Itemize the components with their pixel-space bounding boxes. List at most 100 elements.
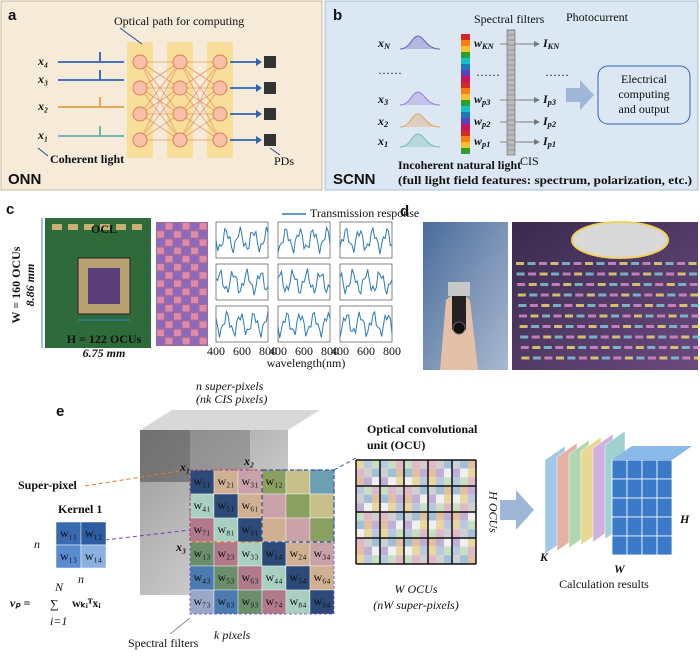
- ocu-cell: [388, 538, 396, 547]
- filter-cell: [237, 517, 263, 543]
- wafer-die: [575, 304, 584, 307]
- zoom-cell: [199, 255, 207, 263]
- line: [139, 61, 181, 115]
- x-tick-label: 400: [331, 344, 349, 358]
- wafer-die: [531, 325, 540, 328]
- transmission-curve: [339, 310, 393, 338]
- camera-module: [448, 282, 470, 296]
- filter-cell: [285, 589, 311, 615]
- input-label: x1: [377, 134, 388, 149]
- ocu-cell: [436, 494, 444, 504]
- detector-label: PDs: [274, 154, 294, 168]
- arrow: [500, 490, 534, 530]
- arrow-head: [256, 84, 262, 92]
- zoom-cell: [165, 321, 173, 328]
- ocu-cell: [460, 503, 468, 512]
- photodetector: [264, 134, 276, 146]
- ocu-cell: [388, 529, 396, 538]
- neuron: [132, 106, 148, 122]
- wafer-die: [577, 335, 586, 339]
- wafer-die: [690, 293, 699, 297]
- ocu-cell: [396, 494, 404, 504]
- input-label: x₁: [179, 460, 190, 474]
- result-cell: [656, 535, 673, 556]
- symbol: w: [474, 114, 483, 128]
- filter-cell: [285, 541, 311, 567]
- ocu-cell: [460, 477, 468, 486]
- ocu-cell: [452, 512, 460, 521]
- ocu-cell: [468, 529, 476, 538]
- zoom-cell: [174, 255, 181, 263]
- ocu-cell: [364, 460, 372, 469]
- wafer-die: [590, 356, 599, 360]
- zoom-cell: [165, 288, 173, 296]
- ocu-cell: [356, 529, 364, 538]
- zoom-cell: [165, 305, 173, 312]
- arrow-head: [256, 110, 262, 118]
- zoom-cell: [174, 321, 181, 328]
- wafer-die: [551, 283, 560, 286]
- wafer-die: [646, 325, 655, 328]
- wafer-die: [555, 346, 564, 349]
- microscope-lens: [571, 221, 669, 259]
- zoom-cell: [191, 305, 198, 312]
- ocu-cell: [468, 460, 476, 469]
- ocu-cell: [452, 529, 460, 538]
- ocu-cell: [420, 512, 428, 521]
- ocu-cell: [428, 460, 436, 469]
- ocu-cell: [460, 529, 468, 538]
- result-cell: [626, 535, 643, 556]
- plot-frame: [215, 263, 269, 301]
- symbol: I: [542, 36, 549, 50]
- zoom-cell: [199, 305, 207, 312]
- ocu-cell: [452, 468, 460, 478]
- ocu-cell: [412, 555, 420, 564]
- caption: (nk CIS pixels): [196, 392, 267, 406]
- legend-label: Transmission response: [310, 206, 419, 220]
- zoom-cell: [191, 239, 198, 246]
- kernel-size: n: [34, 537, 40, 551]
- zoom-cell: [191, 272, 198, 279]
- ocu-cell: [468, 486, 476, 495]
- ocu-cell: [452, 486, 460, 495]
- zoom-cell: [191, 313, 198, 320]
- dimension-label: K: [539, 550, 549, 564]
- result-cell: [641, 459, 658, 480]
- panel-label: a: [8, 7, 17, 24]
- ocu-cell: [372, 460, 380, 469]
- wafer-die: [679, 304, 688, 307]
- filter-weight: w₂₄: [289, 546, 306, 560]
- wafer-die: [658, 335, 667, 339]
- wafer-die: [589, 346, 598, 349]
- x-axis-label: wavelength(nm): [267, 356, 346, 370]
- ocu-cell: [452, 477, 460, 486]
- wafer-die: [562, 262, 570, 265]
- current-label: Ip1: [542, 134, 556, 149]
- ocu-cell: [396, 529, 404, 538]
- filter-cell: [461, 82, 470, 88]
- symbol: x: [377, 36, 384, 50]
- filter-weight: w₇₃: [193, 594, 210, 608]
- source-label: Coherent light: [50, 152, 124, 166]
- formula: vₚ =: [10, 596, 30, 610]
- zoom-cell: [157, 329, 164, 337]
- zoom-cell: [182, 288, 190, 296]
- ocu-cell: [372, 546, 380, 556]
- ocu-cell: [396, 503, 404, 512]
- wafer-die: [645, 314, 654, 318]
- cis-strip: [506, 29, 516, 156]
- wafer-die: [682, 356, 691, 360]
- ocu-cell: [468, 538, 476, 547]
- wafer-die: [519, 325, 528, 328]
- line: [179, 61, 221, 141]
- neuron: [212, 80, 228, 96]
- ocu-cell: [420, 477, 428, 486]
- wafer-die: [578, 356, 587, 360]
- kernel-size: n: [78, 572, 84, 586]
- wafer-die: [540, 293, 549, 297]
- ocu-cell: [436, 555, 444, 564]
- output-box: [597, 65, 691, 125]
- wafer-die: [516, 272, 525, 276]
- wafer-die: [588, 314, 596, 318]
- result-cell: [611, 535, 628, 556]
